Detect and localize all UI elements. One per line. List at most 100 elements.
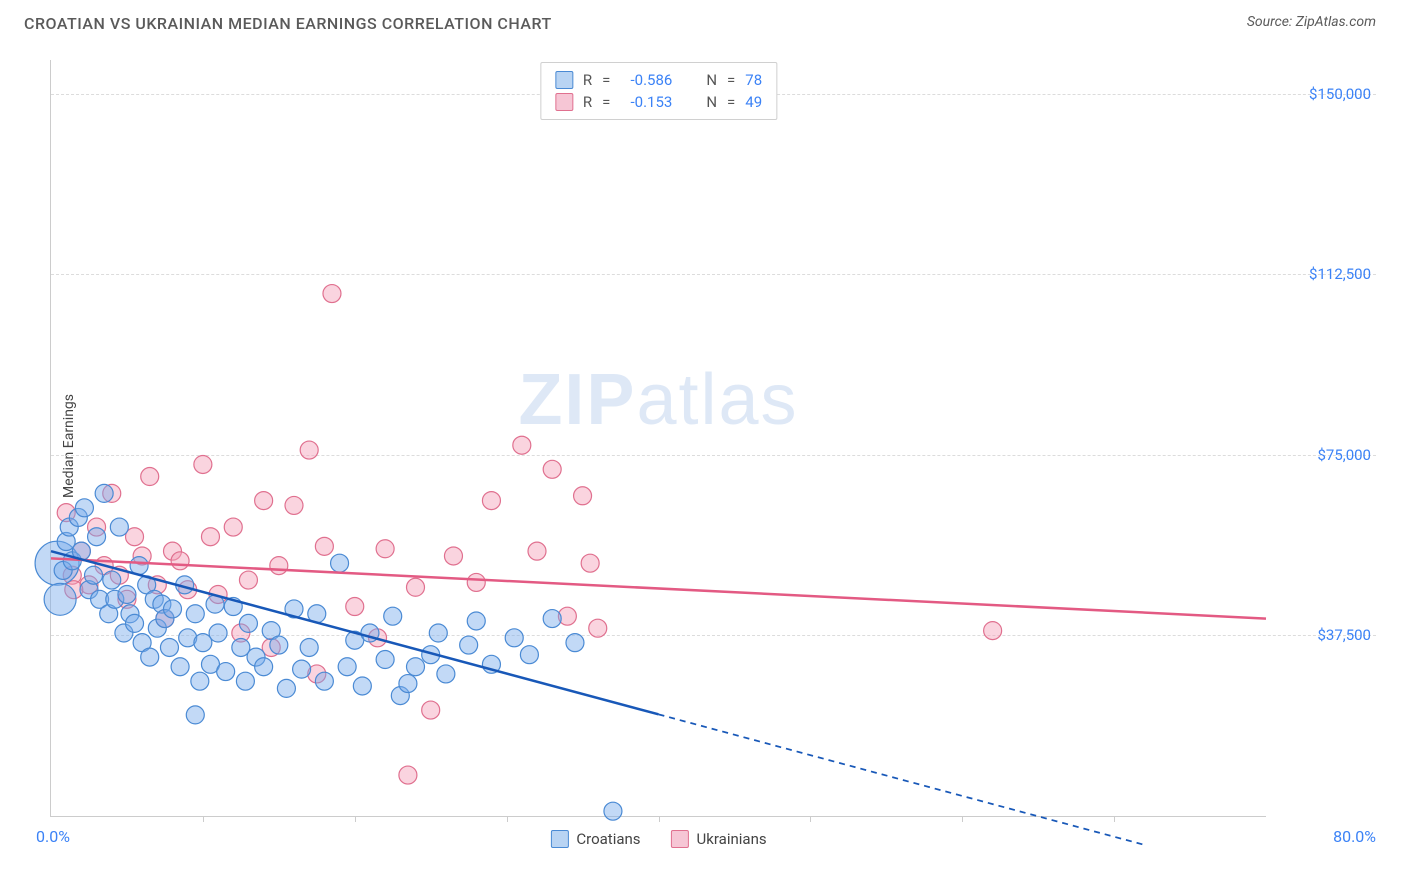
scatter-point <box>467 612 485 630</box>
scatter-point <box>399 766 417 784</box>
scatter-point <box>429 624 447 642</box>
scatter-point <box>407 658 425 676</box>
scatter-point <box>437 665 455 683</box>
trend-line-dashed <box>659 714 1145 845</box>
scatter-point <box>528 542 546 560</box>
scatter-point <box>209 624 227 642</box>
x-tick <box>203 816 204 822</box>
swatch-ukrainians <box>555 93 573 111</box>
chart-title: CROATIAN VS UKRAINIAN MEDIAN EARNINGS CO… <box>24 14 552 33</box>
scatter-point <box>186 605 204 623</box>
scatter-point <box>323 285 341 303</box>
scatter-point <box>315 537 333 555</box>
scatter-point <box>543 460 561 478</box>
scatter-point <box>604 802 622 820</box>
scatter-point <box>95 484 113 502</box>
scatter-point <box>293 660 311 678</box>
scatter-point <box>126 614 144 632</box>
scatter-point <box>300 441 318 459</box>
scatter-point <box>191 672 209 690</box>
x-axis-max-label: 80.0% <box>1333 827 1376 846</box>
scatter-point <box>160 638 178 656</box>
scatter-point <box>376 540 394 558</box>
scatter-point <box>353 677 371 695</box>
scatter-point <box>255 492 273 510</box>
y-tick-label: $150,000 <box>1309 85 1371 103</box>
scatter-point <box>460 636 478 654</box>
scatter-point <box>236 672 254 690</box>
x-axis-min-label: 0.0% <box>36 827 70 846</box>
scatter-point <box>171 552 189 570</box>
scatter-point <box>194 455 212 473</box>
scatter-point <box>141 468 159 486</box>
scatter-point <box>277 679 295 697</box>
x-tick <box>659 816 660 822</box>
scatter-point <box>141 648 159 666</box>
scatter-point <box>338 658 356 676</box>
scatter-point <box>315 672 333 690</box>
page-container: CROATIAN VS UKRAINIAN MEDIAN EARNINGS CO… <box>0 0 1406 892</box>
scatter-point <box>239 614 257 632</box>
x-tick <box>962 816 963 822</box>
bottom-legend: Croatians Ukrainians <box>550 830 766 848</box>
scatter-point <box>346 598 364 616</box>
scatter-point <box>482 492 500 510</box>
scatter-point <box>270 557 288 575</box>
scatter-point <box>217 663 235 681</box>
plot-area: Median Earnings ZIPatlas R = -0.586 N = … <box>50 60 1266 817</box>
scatter-point <box>513 436 531 454</box>
scatter-point <box>171 658 189 676</box>
scatter-point <box>331 554 349 572</box>
scatter-point <box>422 701 440 719</box>
scatter-point <box>376 651 394 669</box>
scatter-point <box>270 636 288 654</box>
scatter-point <box>566 634 584 652</box>
stats-legend-box: R = -0.586 N = 78 R = -0.153 N = 49 <box>540 62 777 120</box>
y-tick-label: $75,000 <box>1317 446 1371 464</box>
scatter-point <box>186 706 204 724</box>
scatter-point <box>467 573 485 591</box>
scatter-point <box>520 646 538 664</box>
scatter-point <box>581 554 599 572</box>
stats-row-croatians: R = -0.586 N = 78 <box>555 69 762 91</box>
x-tick <box>355 816 356 822</box>
scatter-point <box>444 547 462 565</box>
x-tick <box>1114 816 1115 822</box>
y-tick-label: $37,500 <box>1317 626 1371 644</box>
scatter-point <box>384 607 402 625</box>
scatter-point <box>984 622 1002 640</box>
x-tick <box>810 816 811 822</box>
scatter-point <box>103 571 121 589</box>
scatter-point <box>399 675 417 693</box>
swatch-croatians-icon <box>550 830 568 848</box>
y-tick-label: $112,500 <box>1309 265 1371 283</box>
scatter-point <box>505 629 523 647</box>
legend-item-croatians: Croatians <box>550 830 640 848</box>
scatter-point <box>407 578 425 596</box>
scatter-point <box>44 583 76 615</box>
scatter-point <box>85 566 103 584</box>
scatter-point <box>239 571 257 589</box>
scatter-point <box>543 610 561 628</box>
scatter-point <box>574 487 592 505</box>
swatch-ukrainians-icon <box>671 830 689 848</box>
chart-header: CROATIAN VS UKRAINIAN MEDIAN EARNINGS CO… <box>0 0 1406 33</box>
scatter-point <box>589 619 607 637</box>
scatter-point <box>224 518 242 536</box>
scatter-point <box>88 528 106 546</box>
x-tick <box>507 816 508 822</box>
scatter-point <box>285 496 303 514</box>
scatter-point <box>164 600 182 618</box>
scatter-point <box>201 528 219 546</box>
scatter-point <box>118 585 136 603</box>
source-label: Source: ZipAtlas.com <box>1247 14 1376 30</box>
plot-svg <box>51 60 1266 816</box>
legend-item-ukrainians: Ukrainians <box>671 830 767 848</box>
scatter-point <box>75 499 93 517</box>
chart-area: Median Earnings ZIPatlas R = -0.586 N = … <box>50 60 1376 852</box>
scatter-point <box>300 638 318 656</box>
scatter-point <box>255 658 273 676</box>
scatter-point <box>110 518 128 536</box>
swatch-croatians <box>555 71 573 89</box>
stats-row-ukrainians: R = -0.153 N = 49 <box>555 91 762 113</box>
